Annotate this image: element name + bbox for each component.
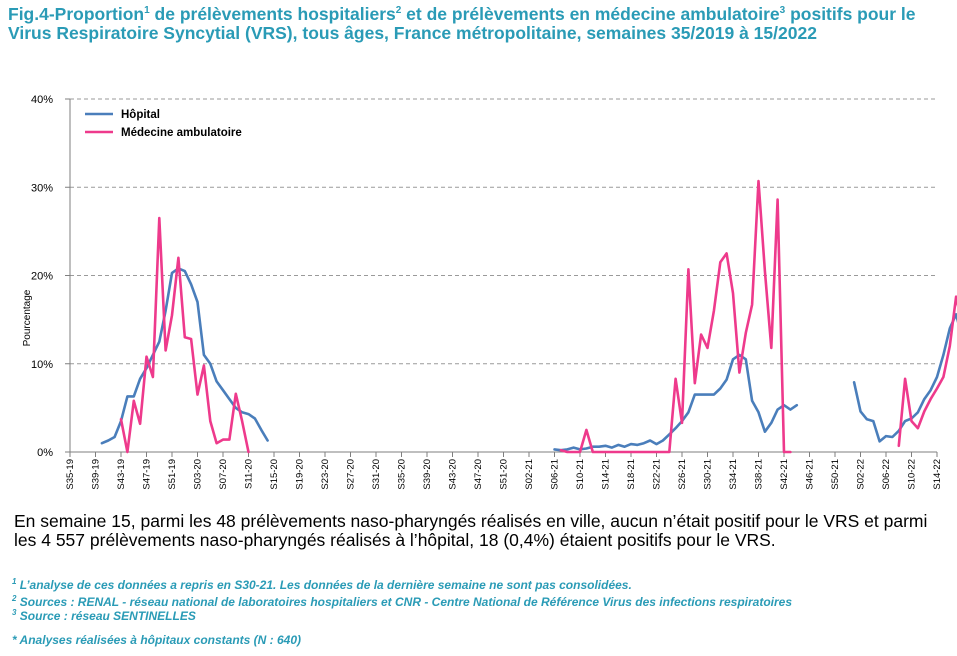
x-tick-label: S11-20 bbox=[244, 459, 255, 489]
x-tick-label: S27-20 bbox=[346, 459, 357, 490]
x-tick-label: S35-19 bbox=[65, 459, 76, 490]
footnote-4: * Analyses réalisées à hôpitaux constant… bbox=[12, 634, 952, 647]
footnote-2-mark: 2 bbox=[12, 594, 17, 603]
y-tick-label: 40% bbox=[31, 94, 53, 106]
series-line-hopital bbox=[553, 353, 799, 452]
chart-legend: Hôpital Médecine ambulatoire bbox=[85, 109, 242, 139]
title-sup-1: 1 bbox=[144, 5, 150, 17]
x-tick-label: S30-21 bbox=[703, 459, 714, 490]
y-tick-label: 30% bbox=[31, 182, 53, 194]
summary-paragraph: En semaine 15, parmi les 48 prélèvements… bbox=[14, 511, 928, 550]
x-tick-label: S06-21 bbox=[550, 459, 561, 490]
x-tick-label: S14-22 bbox=[932, 459, 943, 490]
x-tick-label: S43-19 bbox=[116, 459, 127, 490]
chart-grid bbox=[70, 98, 937, 365]
x-tick-label: S06-22 bbox=[881, 459, 892, 490]
title-sup-2: 2 bbox=[395, 5, 402, 17]
x-tick-label: S47-20 bbox=[473, 459, 484, 490]
footnote-2-text: Sources : RENAL - réseau national de lab… bbox=[16, 595, 793, 609]
y-axis: 0% 10% 20% 30% 40% bbox=[31, 94, 71, 459]
x-axis: S35-19 S39-19 S43-19 S47-19 S51-19 S03-20 S07-… bbox=[65, 451, 943, 490]
x-tick-label: S10-22 bbox=[907, 459, 918, 490]
x-tick-label: S38-21 bbox=[754, 459, 765, 490]
x-tick-label: S39-19 bbox=[91, 459, 102, 490]
footnote-3: 3 Source : réseau SENTINELLES bbox=[12, 608, 952, 623]
footnote-1-text: L’analyse de ces données a repris en S30… bbox=[16, 578, 632, 592]
footnote-2: 2 Sources : RENAL - réseau national de l… bbox=[12, 594, 952, 609]
x-tick-label: S47-19 bbox=[142, 459, 153, 490]
title-sup-3: 3 bbox=[779, 5, 786, 17]
legend-label: Hôpital bbox=[121, 109, 160, 121]
title-part-4: positifs pour le Virus Respiratoire Sync… bbox=[8, 4, 916, 43]
series-line-medecine-ambulatoire bbox=[559, 179, 792, 454]
title-part-1: Fig.4-Proportion bbox=[8, 4, 145, 24]
x-tick-label: S03-20 bbox=[193, 459, 204, 490]
legend-label: Médecine ambulatoire bbox=[121, 127, 242, 139]
footnote-1: 1 L’analyse de ces données a repris en S… bbox=[12, 577, 952, 592]
series-line-medecine-ambulatoire bbox=[897, 295, 957, 448]
x-tick-label: S23-20 bbox=[320, 459, 331, 490]
title-part-2: de prélèvements hospitaliers bbox=[149, 4, 396, 24]
rsv-line-chart: 0%10%20%30%40% S35-19 S39-19 S43-19 S47-19 S… bbox=[22, 94, 957, 490]
x-tick-label: S19-20 bbox=[295, 459, 306, 490]
x-tick-label: S39-20 bbox=[422, 459, 433, 490]
y-tick-label: 0% bbox=[37, 447, 53, 459]
y-tick-label: 10% bbox=[31, 359, 53, 371]
title-part-3: et de prélèvements en médecine ambulatoi… bbox=[401, 4, 780, 24]
footnote-3-text: Source : réseau SENTINELLES bbox=[16, 609, 196, 623]
x-tick-label: S14-21 bbox=[601, 459, 612, 490]
series-line-hopital bbox=[852, 313, 957, 443]
x-tick-label: S35-20 bbox=[397, 459, 408, 490]
series-line-hopital bbox=[100, 267, 269, 445]
x-tick-label: S26-21 bbox=[677, 459, 688, 490]
footnote-4-text: * Analyses réalisées à hôpitaux constant… bbox=[12, 633, 302, 647]
series-lines bbox=[100, 179, 957, 454]
x-tick-label: S18-21 bbox=[626, 459, 637, 490]
x-tick-label: S51-19 bbox=[167, 459, 178, 490]
x-tick-label: S07-20 bbox=[218, 459, 229, 490]
y-axis-label: Pourcentage bbox=[22, 289, 33, 346]
x-tick-label: S34-21 bbox=[728, 459, 739, 490]
series-line-medecine-ambulatoire bbox=[119, 216, 250, 454]
x-tick-label: S43-20 bbox=[448, 459, 459, 490]
x-tick-label: S22-21 bbox=[652, 459, 663, 490]
y-tick-label: 20% bbox=[31, 271, 53, 283]
x-tick-label: S31-20 bbox=[371, 459, 382, 490]
figure-title: Fig.4-Proportion1 de prélèvements hospit… bbox=[8, 5, 953, 43]
x-tick-label: S50-21 bbox=[830, 459, 841, 490]
x-tick-label: S02-21 bbox=[524, 459, 535, 490]
footnote-3-mark: 3 bbox=[12, 608, 17, 617]
x-tick-label: S46-21 bbox=[805, 459, 816, 490]
x-tick-label: S15-20 bbox=[269, 459, 280, 490]
x-tick-label: S51-20 bbox=[499, 459, 510, 490]
footnote-1-mark: 1 bbox=[12, 577, 17, 586]
x-tick-label: S42-21 bbox=[779, 459, 790, 490]
x-tick-label: S10-21 bbox=[575, 459, 586, 490]
x-tick-label: S02-22 bbox=[856, 459, 867, 490]
